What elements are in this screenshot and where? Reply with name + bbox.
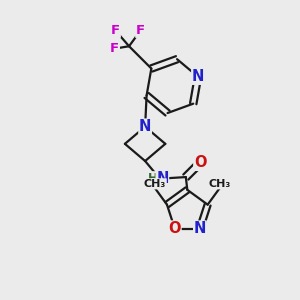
- Text: H: H: [148, 172, 158, 185]
- Text: O: O: [169, 221, 181, 236]
- Text: N: N: [194, 221, 206, 236]
- Text: N: N: [156, 171, 169, 186]
- Text: F: F: [110, 42, 119, 55]
- Text: N: N: [192, 69, 204, 84]
- Text: N: N: [139, 119, 151, 134]
- Text: CH₃: CH₃: [208, 179, 231, 189]
- Text: O: O: [194, 155, 206, 170]
- Text: F: F: [136, 24, 145, 37]
- Text: F: F: [111, 24, 120, 37]
- Text: CH₃: CH₃: [144, 179, 166, 189]
